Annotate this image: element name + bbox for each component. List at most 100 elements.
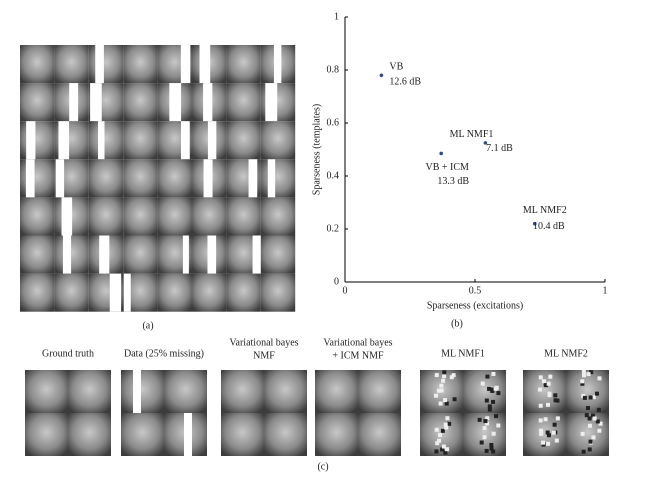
noise-block [445,416,450,421]
missing-strip [207,121,217,160]
face-image [88,121,124,160]
face-image [315,413,358,456]
x-axis-label: Sparseness (excitations) [427,300,523,311]
noise-block [555,416,560,421]
noise-block [580,381,585,386]
face-image [260,235,296,274]
noise-block [489,446,494,451]
missing-strip [99,235,110,274]
point-annotation: 12.6 dB [389,77,421,88]
panel-label: (c) [317,461,328,472]
face-image [358,370,401,413]
face-image [88,197,124,236]
missing-strip [25,159,35,198]
noise-block [591,435,596,440]
face-image [157,197,192,236]
face-image [157,159,192,198]
face-image [221,413,264,456]
panel-caption: Variational bayes [229,337,298,348]
missing-strip [98,121,105,160]
missing-strip [203,159,213,198]
missing-strip [109,273,122,312]
noise-block [451,373,456,378]
y-tick-label: 0.8 [327,64,340,75]
x-tick-label: 0 [343,285,348,296]
noise-block [546,441,551,446]
face-image [88,159,124,198]
noise-block [435,441,440,446]
noise-block [538,418,543,423]
missing-strip [265,83,278,122]
noise-block [440,428,445,433]
face-image [226,83,261,122]
noise-block [452,397,457,402]
noise-block [543,417,548,422]
noise-block [585,406,590,411]
noise-block [538,375,543,380]
face-image [54,235,89,274]
noise-block [442,374,447,379]
noise-block [443,450,448,455]
face-image [226,121,261,160]
noise-block [587,423,592,428]
noise-block [438,401,443,406]
noise-block [592,416,597,421]
missing-strip [169,83,182,122]
face-image [157,273,192,312]
missing-strip [55,159,65,198]
noise-block [484,448,489,453]
noise-block [447,421,452,426]
noise-block [541,379,546,384]
data-point [533,221,537,226]
missing-strip [61,197,73,236]
noise-block [590,413,595,418]
noise-block [581,373,586,378]
noise-block [485,421,490,426]
noise-block [554,438,559,443]
face-image [226,197,261,236]
noise-block [586,372,591,377]
panel-caption: ML NMF1 [441,348,485,359]
noise-block [587,447,592,452]
noise-block [439,383,444,388]
y-tick-label: 0.6 [327,117,340,128]
y-tick-label: 0 [334,276,339,287]
noise-block [538,403,543,408]
noise-block [485,416,490,421]
face-image [25,370,68,413]
noise-block [477,417,482,422]
noise-block [491,399,496,404]
face-image [226,45,261,84]
y-tick-label: 1 [334,11,339,22]
missing-strip [123,273,131,312]
missing-strip [69,83,79,122]
missing-strip [90,83,102,122]
noise-block [491,449,496,454]
noise-block [449,375,454,380]
noise-block [539,428,544,433]
noise-block [552,422,557,427]
data-point [379,73,384,78]
noise-block [482,435,487,440]
noise-block [445,447,450,452]
noise-block [434,449,439,454]
noise-block [581,449,586,454]
noise-block [545,430,550,435]
noise-block [480,381,485,386]
noise-block [490,387,495,392]
panel-label: (b) [451,318,463,329]
noise-block [584,413,589,418]
noise-block [539,431,544,436]
noise-block [580,431,585,436]
face-image [25,413,68,456]
face-image [54,45,89,84]
face-image [54,273,89,312]
noise-block [491,371,496,376]
face-image [20,197,55,236]
face-image [264,370,307,413]
noise-block [434,427,439,432]
face-image [260,273,296,312]
noise-block [489,443,494,448]
noise-block [487,407,492,412]
